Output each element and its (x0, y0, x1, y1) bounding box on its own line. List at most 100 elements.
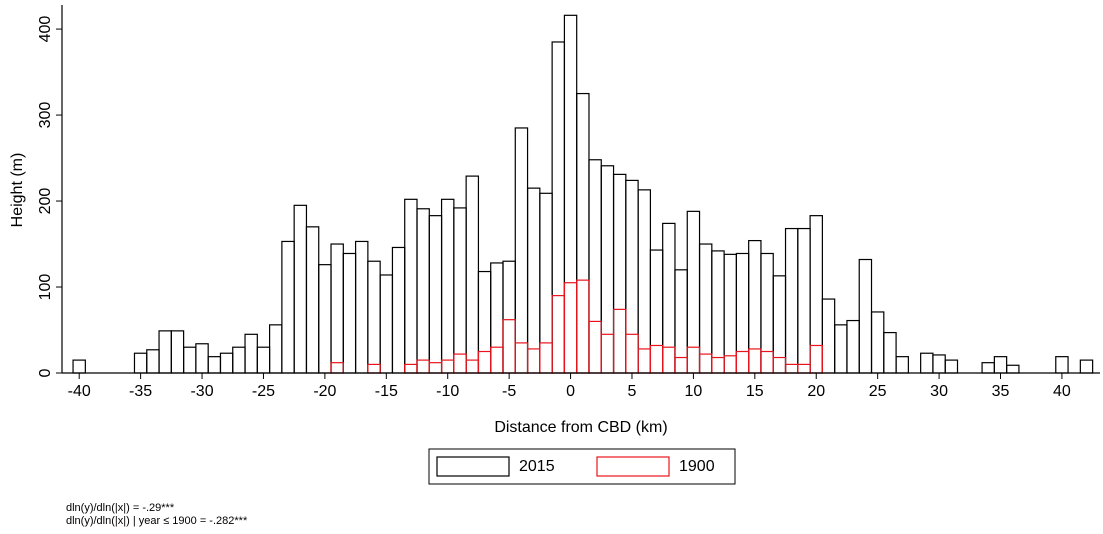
bar (551, 295, 566, 374)
bar (637, 348, 652, 374)
bar (256, 346, 271, 374)
bar (760, 350, 774, 374)
bar (698, 353, 713, 374)
x-tick-label: -30 (190, 383, 213, 400)
bar (367, 363, 381, 374)
y-tick-label: 300 (37, 102, 54, 129)
bar (146, 349, 160, 374)
bar (551, 41, 566, 374)
x-tick-label: 10 (685, 383, 703, 400)
x-axis-label: Distance from CBD (km) (494, 419, 667, 436)
bar (219, 352, 234, 374)
x-tick-label: 35 (992, 383, 1010, 400)
bar (809, 215, 823, 374)
x-tick-label: -25 (252, 383, 275, 400)
x-tick-label: 20 (807, 383, 825, 400)
bar (477, 270, 492, 374)
bar (588, 159, 602, 374)
bar (305, 226, 320, 374)
bar (465, 175, 480, 374)
bar (797, 363, 811, 374)
x-tick-label: -20 (313, 383, 336, 400)
bar (649, 249, 664, 374)
x-tick-label: 15 (746, 383, 764, 400)
bar (539, 342, 553, 374)
bar (846, 319, 860, 374)
bar (809, 344, 823, 374)
bar (502, 319, 516, 374)
bar (772, 275, 787, 374)
bar (183, 346, 197, 374)
bar (576, 92, 590, 374)
bar (514, 127, 529, 374)
x-tick-label: 5 (628, 383, 637, 400)
bar (944, 359, 959, 374)
bar (440, 359, 455, 374)
x-tick-label: -35 (129, 383, 152, 400)
bar (686, 210, 701, 374)
x-tick-label: -40 (68, 383, 91, 400)
bar (1006, 364, 1020, 374)
bar (784, 363, 799, 374)
x-tick-label: 40 (1053, 383, 1071, 400)
x-tick-label: -5 (502, 383, 516, 400)
y-tick-label: 0 (37, 368, 54, 377)
bar (269, 324, 283, 374)
bar (404, 198, 418, 374)
bar (772, 356, 787, 374)
bar (674, 356, 688, 374)
annotation: dln(y)/dln(|x|) = -.29*** (66, 502, 175, 514)
y-axis-label: Height (m) (9, 153, 26, 228)
bar (354, 240, 369, 374)
bar (539, 192, 553, 374)
bar (490, 346, 504, 374)
bar (784, 227, 799, 374)
bar (342, 252, 357, 374)
bar (723, 253, 737, 374)
bar (883, 331, 897, 374)
bar (367, 260, 381, 374)
bar (637, 189, 652, 374)
bar (821, 298, 836, 374)
bar (293, 204, 308, 374)
bar (1055, 356, 1069, 374)
bar (588, 320, 602, 374)
bar (858, 258, 873, 374)
bar (330, 243, 344, 374)
bar (330, 362, 344, 374)
bar (576, 279, 590, 374)
bar (563, 14, 578, 374)
y-tick-label: 200 (37, 188, 54, 215)
bar (195, 343, 209, 374)
annotation: dln(y)/dln(|x|) | year ≤ 1900 = -.282*** (66, 515, 248, 527)
bar (563, 282, 578, 374)
y-tick-label: 400 (37, 16, 54, 43)
bar (612, 308, 627, 374)
y-tick-label: 100 (37, 274, 54, 301)
bar (600, 333, 615, 374)
bar (391, 246, 406, 374)
bar (748, 239, 762, 374)
x-tick-label: -10 (436, 383, 459, 400)
bar (895, 356, 909, 374)
bar (404, 363, 418, 374)
bar (662, 222, 676, 374)
bar (711, 356, 725, 374)
bar (834, 324, 848, 374)
legend-box (428, 448, 736, 485)
bar (993, 356, 1008, 374)
bar (416, 359, 430, 374)
x-tick-label: 0 (566, 383, 575, 400)
bar (625, 333, 639, 374)
bar (428, 362, 443, 374)
legend-label: 1900 (679, 458, 715, 475)
bar (232, 346, 246, 374)
bar (526, 348, 541, 374)
x-tick-label: 30 (930, 383, 948, 400)
bar (723, 355, 737, 374)
legend-swatch (436, 456, 510, 477)
legend-label: 2015 (519, 458, 555, 475)
bar (686, 346, 701, 374)
bar (526, 187, 541, 374)
